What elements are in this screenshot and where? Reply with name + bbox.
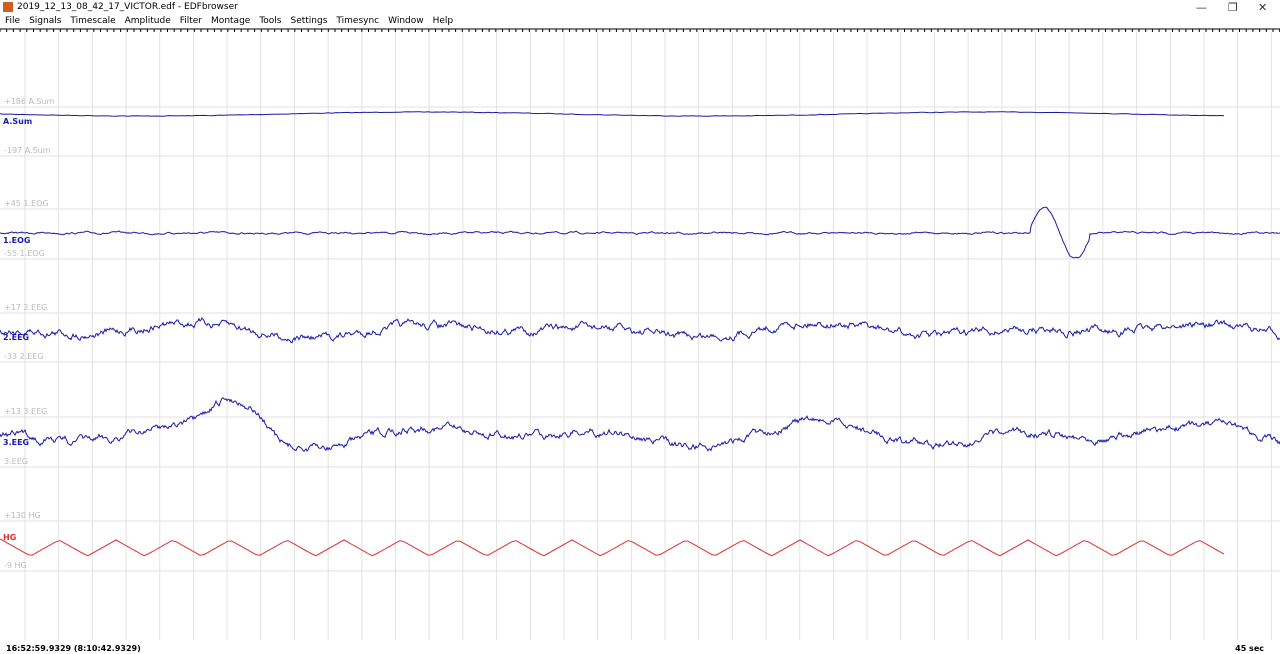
amplitude-lower: 3.EEG: [4, 457, 28, 466]
menu-item[interactable]: File: [5, 16, 21, 26]
signal-trace: [0, 206, 1280, 259]
menu-item[interactable]: Window: [388, 16, 424, 26]
menu-item[interactable]: Amplitude: [124, 16, 171, 26]
amplitude-lower: -9 HG: [4, 561, 27, 570]
status-time: 16:52:59.9329 (8:10:42.9329): [6, 644, 141, 653]
menu-item[interactable]: Timesync: [336, 16, 380, 26]
signal-trace: [0, 397, 1280, 453]
signal-label: A.Sum: [3, 117, 32, 126]
signal-trace: [0, 111, 1225, 117]
amplitude-upper: +13 3.EEG: [4, 407, 47, 416]
signal-trace: [0, 538, 1225, 557]
amplitude-lower: -33 2.EEG: [4, 352, 44, 361]
amplitude-upper: +17 2.EEG: [4, 303, 47, 312]
window-title: 2019_12_13_08_42_17_VICTOR.edf - EDFbrow…: [17, 2, 238, 12]
menu-item[interactable]: Filter: [179, 16, 203, 26]
amplitude-upper: +186 A.Sum: [4, 97, 55, 106]
status-span: 45 sec: [1235, 644, 1264, 653]
menu-item[interactable]: Timescale: [70, 16, 116, 26]
amplitude-lower: -197 A.Sum: [4, 146, 51, 155]
menu-item[interactable]: Signals: [29, 16, 62, 26]
amplitude-upper: +130 HG: [4, 511, 41, 520]
app-icon: [3, 2, 13, 12]
signal-trace: [0, 317, 1280, 344]
minimize-button[interactable]: —: [1196, 1, 1207, 14]
amplitude-lower: -55 1.EOG: [4, 249, 45, 258]
menu-item[interactable]: Tools: [259, 16, 282, 26]
signal-label: 1.EOG: [3, 236, 30, 245]
signal-label: HG: [3, 533, 16, 542]
close-button[interactable]: ✕: [1258, 1, 1268, 14]
menu-item[interactable]: Montage: [211, 16, 251, 26]
title-bar: 2019_12_13_08_42_17_VICTOR.edf - EDFbrow…: [0, 0, 1280, 15]
signal-label: 3.EEG: [3, 438, 29, 447]
restore-button[interactable]: ❐: [1228, 1, 1238, 14]
menu-bar: File Signals Timescale Amplitude Filter Monta…: [0, 15, 453, 28]
menu-item[interactable]: Help: [432, 16, 454, 26]
menu-item[interactable]: Settings: [290, 16, 328, 26]
amplitude-upper: +45 1.EOG: [4, 199, 49, 208]
signal-label: 2.EEG: [3, 333, 29, 342]
